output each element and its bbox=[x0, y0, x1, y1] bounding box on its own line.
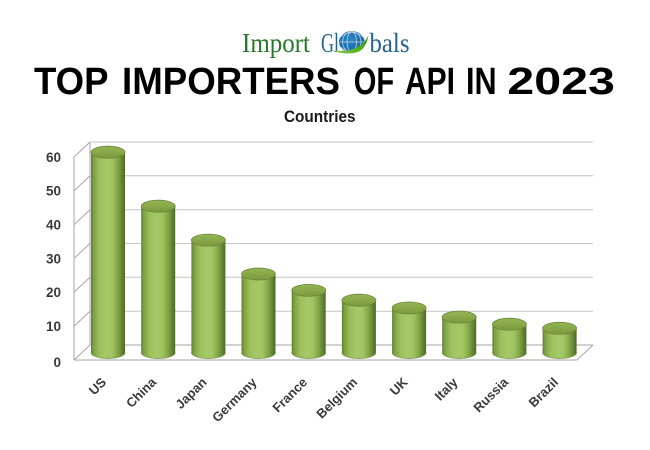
svg-text:Germany: Germany bbox=[209, 374, 260, 425]
svg-text:10: 10 bbox=[46, 319, 61, 334]
svg-text:IN: IN bbox=[466, 61, 497, 103]
svg-text:Import: Import bbox=[242, 28, 310, 58]
svg-text:40: 40 bbox=[46, 218, 61, 233]
svg-text:France: France bbox=[269, 375, 310, 416]
svg-text:OF: OF bbox=[354, 61, 394, 103]
svg-text:30: 30 bbox=[46, 251, 61, 266]
svg-text:IMPORTERS: IMPORTERS bbox=[122, 61, 340, 103]
svg-text:China: China bbox=[123, 374, 160, 411]
svg-text:Countries: Countries bbox=[284, 108, 356, 126]
svg-text:TOP: TOP bbox=[34, 61, 109, 103]
svg-text:bals: bals bbox=[370, 28, 410, 58]
svg-text:Italy: Italy bbox=[432, 374, 462, 404]
svg-text:0: 0 bbox=[53, 355, 61, 370]
svg-text:US: US bbox=[86, 374, 110, 398]
svg-text:Japan: Japan bbox=[172, 374, 209, 411]
svg-text:Belgium: Belgium bbox=[313, 375, 360, 422]
svg-text:API: API bbox=[405, 61, 455, 103]
svg-text:Russia: Russia bbox=[470, 374, 511, 415]
svg-text:60: 60 bbox=[46, 150, 61, 165]
svg-text:2023: 2023 bbox=[507, 61, 615, 103]
svg-text:50: 50 bbox=[46, 184, 61, 199]
svg-text:Brazil: Brazil bbox=[525, 375, 561, 411]
svg-text:UK: UK bbox=[387, 374, 411, 398]
svg-text:Gl: Gl bbox=[321, 28, 339, 58]
svg-text:20: 20 bbox=[46, 285, 61, 300]
